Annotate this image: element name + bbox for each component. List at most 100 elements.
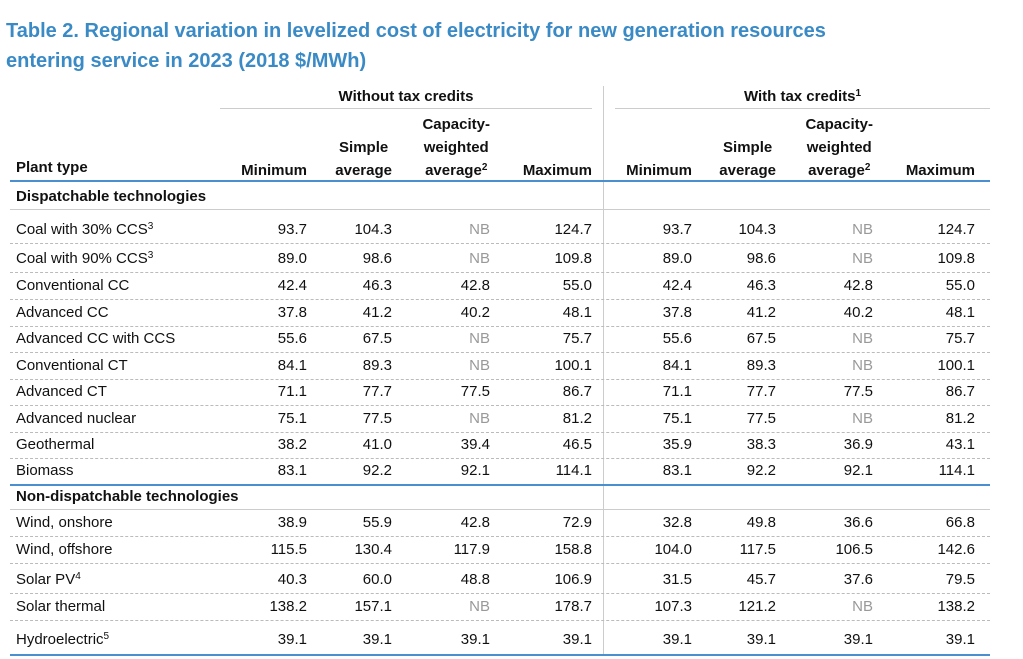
rule [10, 536, 990, 537]
rule [10, 654, 990, 656]
section-title: Dispatchable technologies [16, 188, 207, 205]
column-header-text: Capacity- [805, 116, 873, 133]
rule [10, 379, 990, 380]
cell: 42.4 [662, 277, 692, 294]
column-header-line: Minimum [626, 159, 692, 182]
cell: 39.4 [460, 436, 490, 453]
rule [10, 299, 990, 300]
cell: 77.5 [746, 410, 776, 427]
rule [10, 563, 990, 564]
row-label: Solar PV4 [16, 571, 81, 589]
cell: 67.5 [362, 330, 392, 347]
cell: NB [469, 330, 490, 347]
cell: 100.1 [554, 357, 592, 374]
cell: 37.6 [843, 571, 873, 588]
cell: NB [469, 250, 490, 267]
column-header-text: Maximum [522, 162, 592, 179]
cell: 79.5 [945, 571, 975, 588]
cell: 55.0 [562, 277, 592, 294]
rule [10, 243, 990, 244]
column-header-line: Simple [335, 136, 392, 159]
cell: 39.1 [562, 631, 592, 648]
cell: NB [469, 357, 490, 374]
row-label: Coal with 90% CCS3 [16, 250, 153, 268]
cell: 38.9 [277, 514, 307, 531]
cell: 83.1 [277, 462, 307, 479]
cell: 55.6 [662, 330, 692, 347]
cell: 42.8 [460, 514, 490, 531]
cell: 42.4 [277, 277, 307, 294]
row-label-text: Hydroelectric [16, 631, 104, 648]
column-header: Capacity-weighted average2 [422, 113, 490, 182]
cell: 39.1 [843, 631, 873, 648]
rule [10, 458, 990, 459]
cell: 75.1 [277, 410, 307, 427]
row-label-text: Advanced nuclear [16, 410, 137, 427]
cell: 32.8 [662, 514, 692, 531]
cell: 71.1 [277, 383, 307, 400]
cell: 107.3 [654, 598, 692, 615]
footnote-mark: 2 [481, 162, 488, 173]
rule [10, 352, 990, 353]
footnote-mark: 3 [147, 221, 154, 232]
cell: 71.1 [662, 383, 692, 400]
cell: NB [852, 410, 873, 427]
cell: 92.2 [746, 462, 776, 479]
column-header-text: Simple [339, 139, 389, 156]
cell: 48.1 [945, 304, 975, 321]
row-label: Advanced CC with CCS [16, 330, 175, 348]
footnote-mark: 5 [103, 631, 110, 642]
rule [10, 509, 990, 510]
cell: 46.3 [362, 277, 392, 294]
footnote-mark: 3 [147, 250, 154, 261]
cell: 117.5 [739, 541, 776, 558]
cell: NB [852, 598, 873, 615]
cell: 75.1 [662, 410, 692, 427]
row-label: Biomass [16, 462, 74, 480]
cell: 39.1 [460, 631, 490, 648]
cell: 117.9 [453, 541, 490, 558]
cell: 38.3 [746, 436, 776, 453]
column-header: Minimum [626, 159, 692, 182]
cell: 42.8 [460, 277, 490, 294]
cell: 39.1 [945, 631, 975, 648]
cell: NB [852, 330, 873, 347]
section-title: Non-dispatchable technologies [16, 488, 239, 505]
cell: 81.2 [562, 410, 592, 427]
cell: 72.9 [562, 514, 592, 531]
separator [603, 86, 604, 656]
row-label-text: Solar PV [16, 571, 76, 588]
cell: 42.8 [843, 277, 873, 294]
cell: 86.7 [945, 383, 975, 400]
row-label-text: Conventional CT [16, 357, 128, 374]
cell: 124.7 [554, 221, 592, 238]
rule [10, 593, 990, 594]
cell: 35.9 [662, 436, 692, 453]
rule [10, 620, 990, 621]
row-label-text: Wind, onshore [16, 514, 113, 531]
cell: 41.2 [362, 304, 392, 321]
column-header-text: average [425, 162, 482, 179]
cell: 60.0 [362, 571, 392, 588]
row-label: Coal with 30% CCS3 [16, 221, 153, 239]
row-label: Conventional CC [16, 277, 129, 295]
cell: 100.1 [937, 357, 975, 374]
column-header-text: Capacity- [422, 116, 490, 133]
cell: 67.5 [746, 330, 776, 347]
cell: 43.1 [945, 436, 975, 453]
group-label: Without tax credits [338, 88, 474, 105]
cell: 39.1 [277, 631, 307, 648]
cell: 75.7 [562, 330, 592, 347]
cell: 89.0 [277, 250, 307, 267]
cell: 38.2 [277, 436, 307, 453]
rule [10, 405, 990, 406]
row-label: Advanced CC [16, 304, 109, 322]
cell: NB [469, 410, 490, 427]
column-header-line: weighted [422, 136, 490, 159]
cell: 109.8 [554, 250, 592, 267]
cell: 41.0 [362, 436, 392, 453]
column-header-line: average [335, 159, 392, 182]
column-header-text: average [719, 162, 776, 179]
row-label-text: Geothermal [16, 436, 95, 453]
